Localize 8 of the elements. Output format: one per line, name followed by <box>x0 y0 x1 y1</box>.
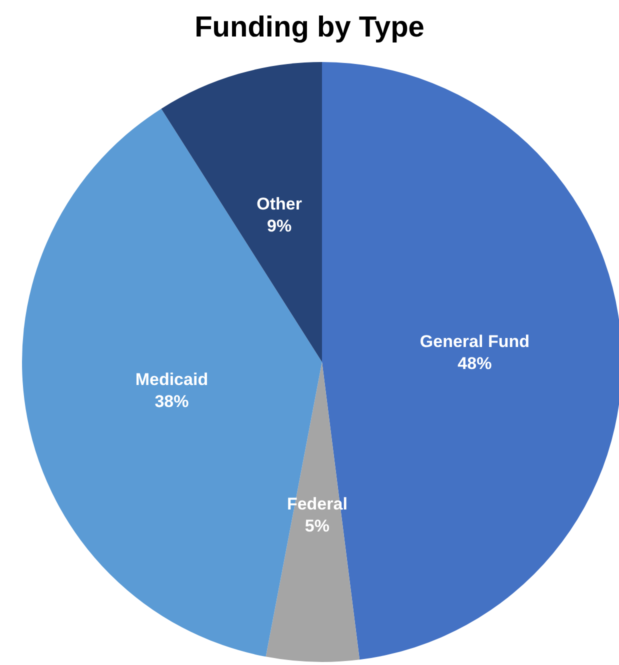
slice-label: Medicaid <box>135 370 208 390</box>
chart-title: Funding by Type <box>194 12 424 44</box>
data-label: 9% <box>267 216 292 236</box>
data-label: 5% <box>304 516 330 536</box>
slice-label: Other <box>256 194 302 214</box>
slice-label: General Fund <box>420 332 530 351</box>
data-label: 48% <box>458 354 492 373</box>
data-label: 38% <box>154 392 189 412</box>
